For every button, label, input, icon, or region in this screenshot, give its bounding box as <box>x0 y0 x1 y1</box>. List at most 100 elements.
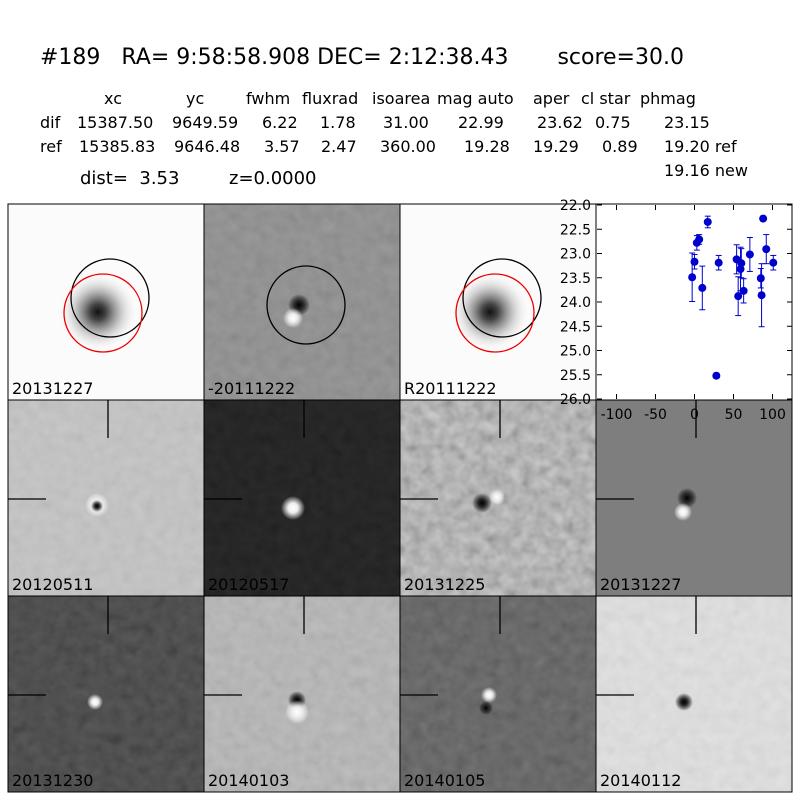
point <box>695 235 704 244</box>
aperture <box>462 258 542 338</box>
table-cell: 2.47 <box>321 137 357 156</box>
table-cell: ref <box>40 137 62 156</box>
source <box>675 693 693 711</box>
table-cell: 0.89 <box>602 137 638 156</box>
panel-label: -20111222 <box>208 379 295 398</box>
point <box>734 292 743 301</box>
x-tick-label: -100 <box>601 407 633 423</box>
y-tick-label: 22.0 <box>560 198 591 214</box>
x-tick-label: 0 <box>690 407 699 423</box>
table-cell: 15387.50 <box>77 113 153 132</box>
source <box>481 687 497 703</box>
panel-frame <box>595 595 793 793</box>
source <box>58 272 138 352</box>
aperture <box>455 273 535 353</box>
noise <box>8 596 204 792</box>
source <box>674 503 692 521</box>
y-tick-label: 23.0 <box>560 247 591 263</box>
table-cell: 22.99 <box>458 113 504 132</box>
point <box>712 371 721 380</box>
title: #189 RA= 9:58:58.908 DEC= 2:12:38.43 sco… <box>40 45 684 70</box>
point <box>769 258 778 267</box>
point <box>737 259 746 268</box>
point <box>759 214 768 223</box>
dist: dist= 3.53 <box>80 168 179 189</box>
panel-label: 20140105 <box>404 771 485 790</box>
source <box>472 493 492 513</box>
table-cell: 6.22 <box>262 113 298 132</box>
table-cell: 23.62 <box>537 113 583 132</box>
column-header: yc <box>186 89 204 108</box>
panel-label: 20140103 <box>208 771 289 790</box>
table-cell: 1.78 <box>320 113 356 132</box>
panel-label: 20131227 <box>12 379 93 398</box>
column-header: fwhm <box>246 89 290 108</box>
table-cell: 360.00 <box>380 137 436 156</box>
point <box>688 273 697 282</box>
panel-label: 20120511 <box>12 575 93 594</box>
y-tick-label: 26.0 <box>560 392 591 408</box>
panel-label: 20131230 <box>12 771 93 790</box>
column-header: aper <box>533 89 570 108</box>
column-header: isoarea <box>372 89 430 108</box>
table-cell: 9649.59 <box>172 113 238 132</box>
column-header: cl star <box>581 89 631 108</box>
plot-frame <box>595 203 793 401</box>
y-tick-label: 25.5 <box>560 368 591 384</box>
source <box>285 700 309 724</box>
table-cell: 19.28 <box>464 137 510 156</box>
point <box>698 283 707 292</box>
noise <box>596 596 792 792</box>
source <box>479 701 493 715</box>
source <box>91 500 103 512</box>
noise <box>400 596 596 792</box>
point <box>745 250 754 259</box>
table-cell: 23.15 <box>664 113 710 132</box>
panel-label: 20120517 <box>208 575 289 594</box>
table-cell: 15385.83 <box>79 137 155 156</box>
point <box>736 265 745 274</box>
y-tick-label: 24.0 <box>560 295 591 311</box>
source <box>489 489 505 505</box>
y-tick-label: 23.5 <box>560 271 591 287</box>
source <box>450 272 530 352</box>
column-header: fluxrad <box>302 89 358 108</box>
table-cell: 19.20 ref <box>664 137 737 156</box>
panel-label: 20140112 <box>600 771 681 790</box>
noise <box>204 400 400 596</box>
table-cell: 31.00 <box>383 113 429 132</box>
point <box>714 258 723 267</box>
table-cell: 0.75 <box>595 113 631 132</box>
y-tick-label: 22.5 <box>560 222 591 238</box>
point <box>690 257 699 266</box>
table-cell: 3.57 <box>264 137 300 156</box>
x-tick-label: 100 <box>759 407 786 423</box>
source <box>283 308 303 328</box>
x-tick-label: -50 <box>644 407 667 423</box>
point <box>757 291 766 300</box>
source <box>677 488 697 508</box>
x-tick-label: 50 <box>725 407 743 423</box>
extra-note: 19.16 new <box>664 161 748 180</box>
column-header: mag auto <box>437 89 514 108</box>
source <box>281 496 305 520</box>
aperture <box>63 273 143 353</box>
column-header: phmag <box>640 89 696 108</box>
table-cell: 19.29 <box>533 137 579 156</box>
panel-label: R20111222 <box>404 379 497 398</box>
point <box>756 274 765 283</box>
point <box>739 286 748 295</box>
point <box>762 245 771 254</box>
column-header: xc <box>104 89 122 108</box>
aperture <box>70 258 150 338</box>
y-tick-label: 25.0 <box>560 344 591 360</box>
table-cell: dif <box>40 113 61 132</box>
y-tick-label: 24.5 <box>560 319 591 335</box>
panel-label: 20131225 <box>404 575 485 594</box>
panel-label: 20131227 <box>600 575 681 594</box>
stamps <box>8 204 792 792</box>
table-cell: 9646.48 <box>174 137 240 156</box>
redshift: z=0.0000 <box>229 168 317 189</box>
aperture <box>266 265 346 345</box>
